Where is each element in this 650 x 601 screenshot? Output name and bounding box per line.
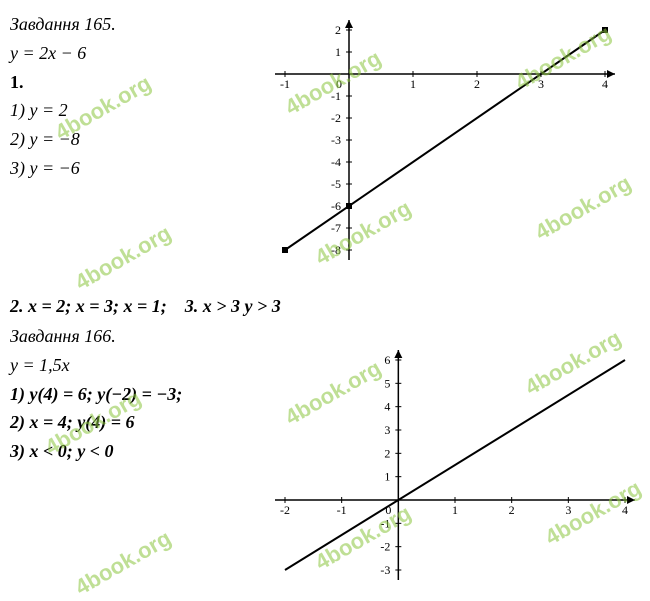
task166-equation: y = 1,5x [10, 351, 182, 380]
svg-text:3: 3 [565, 503, 571, 517]
task165-item2: 2) y = −8 [10, 125, 116, 154]
svg-text:-8: -8 [331, 243, 341, 257]
svg-text:-6: -6 [331, 199, 341, 213]
svg-text:2: 2 [335, 23, 341, 37]
page: Завдання 165. y = 2x − 6 1. 1) y = 2 2) … [10, 10, 640, 581]
svg-text:3: 3 [538, 77, 544, 91]
svg-text:-2: -2 [280, 503, 290, 517]
svg-text:6: 6 [384, 353, 390, 367]
svg-text:-7: -7 [331, 221, 341, 235]
svg-text:1: 1 [335, 45, 341, 59]
svg-text:2: 2 [509, 503, 515, 517]
svg-text:-2: -2 [331, 111, 341, 125]
svg-text:-4: -4 [331, 155, 341, 169]
watermark: 4book.org [71, 220, 176, 296]
task165-equation: y = 2x − 6 [10, 39, 116, 68]
svg-text:-1: -1 [337, 503, 347, 517]
task166-block: Завдання 166. y = 1,5x 1) y(4) = 6; y(−2… [10, 322, 182, 466]
task165-title: Завдання 165. [10, 10, 116, 39]
task165-line2: 2. x = 2; x = 3; x = 1; [10, 296, 167, 316]
svg-text:1: 1 [410, 77, 416, 91]
svg-text:2: 2 [384, 446, 390, 460]
svg-text:-1: -1 [280, 77, 290, 91]
task166-item1: 1) y(4) = 6; y(−2) = −3; [10, 384, 182, 404]
task166-title: Завдання 166. [10, 322, 182, 351]
chart-task166: -2-101234-3-2-1123456 [265, 340, 650, 600]
svg-text:-2: -2 [380, 540, 390, 554]
svg-text:-5: -5 [331, 177, 341, 191]
svg-text:1: 1 [452, 503, 458, 517]
task165-step1: 1. [10, 68, 116, 97]
svg-text:1: 1 [384, 470, 390, 484]
svg-text:-3: -3 [380, 563, 390, 577]
task165-answers: 2. x = 2; x = 3; x = 1; 3. x > 3 y > 3 [10, 292, 281, 321]
task166-item3: 3) x < 0; y < 0 [10, 441, 114, 461]
svg-text:5: 5 [384, 376, 390, 390]
task165-block: Завдання 165. y = 2x − 6 1. 1) y = 2 2) … [10, 10, 116, 183]
task165-item1: 1) y = 2 [10, 96, 116, 125]
chart-task165: -101234-8-7-6-5-4-3-2-112 [265, 10, 635, 280]
svg-text:-1: -1 [331, 89, 341, 103]
svg-text:-3: -3 [331, 133, 341, 147]
svg-text:2: 2 [474, 77, 480, 91]
svg-text:4: 4 [602, 77, 608, 91]
task165-item3: 3) y = −6 [10, 154, 116, 183]
task166-item2: 2) x = 4; y(4) = 6 [10, 412, 134, 432]
task165-line3: 3. x > 3 y > 3 [185, 296, 281, 316]
svg-text:-1: -1 [380, 516, 390, 530]
svg-text:4: 4 [622, 503, 628, 517]
svg-text:3: 3 [384, 423, 390, 437]
watermark: 4book.org [71, 525, 176, 601]
svg-text:4: 4 [384, 400, 390, 414]
